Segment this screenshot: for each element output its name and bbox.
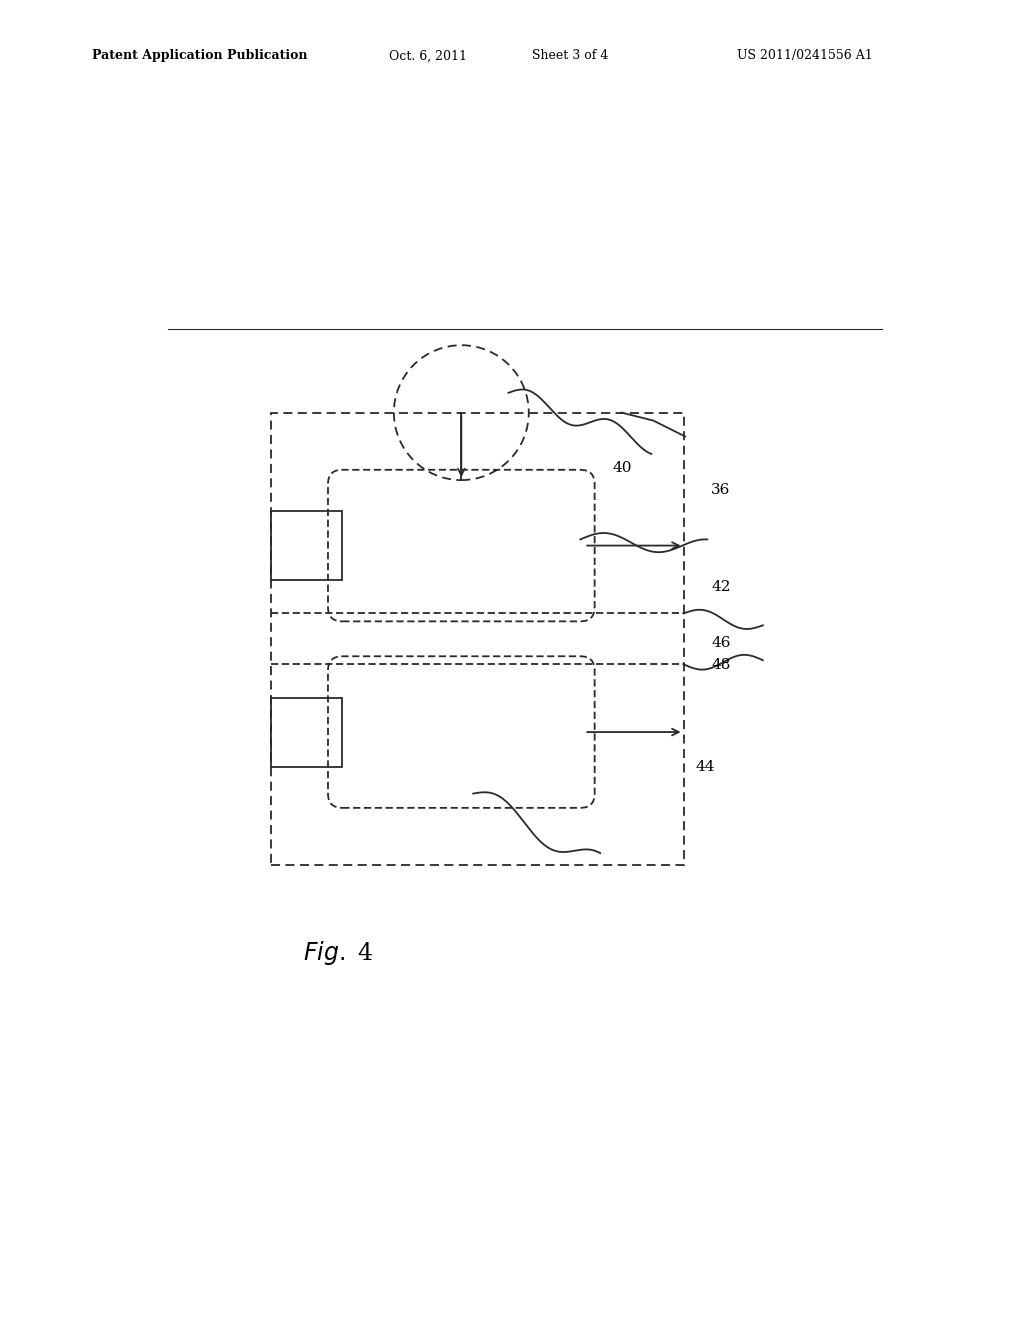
Text: Patent Application Publication: Patent Application Publication	[92, 49, 307, 62]
Text: 46: 46	[712, 636, 731, 649]
Text: 42: 42	[712, 581, 731, 594]
Text: US 2011/0241556 A1: US 2011/0241556 A1	[737, 49, 873, 62]
Text: Oct. 6, 2011: Oct. 6, 2011	[389, 49, 467, 62]
Text: 36: 36	[712, 483, 731, 496]
Text: Sheet 3 of 4: Sheet 3 of 4	[532, 49, 609, 62]
Text: 40: 40	[612, 461, 632, 475]
Text: 48: 48	[712, 657, 731, 672]
Text: $\it{Fig.}$ 4: $\it{Fig.}$ 4	[303, 940, 373, 968]
Text: 44: 44	[695, 760, 715, 775]
